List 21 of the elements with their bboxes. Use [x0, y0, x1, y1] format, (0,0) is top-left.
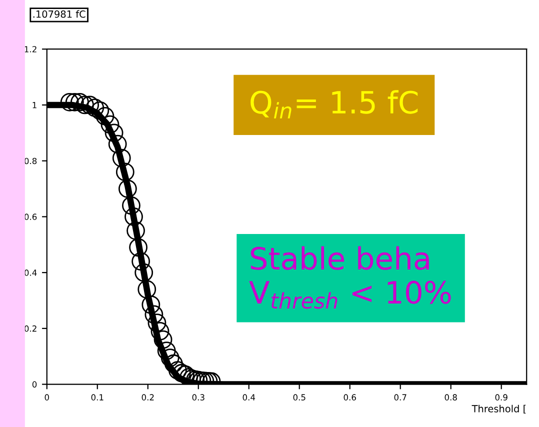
x-tick-label: 0.2 [142, 394, 154, 400]
y-tick-label: 0.4 [24, 270, 37, 276]
x-tick-label: 0.5 [293, 394, 306, 400]
y-tick-label: 1.2 [24, 46, 36, 52]
x-axis-title: Threshold [ [472, 404, 526, 414]
annotation: Stable beha V$_{thresh}$ < 10% [249, 246, 451, 309]
x-tick-label: 0.4 [242, 394, 256, 400]
annotation: Q$_{in}$= 1.5 fC [250, 90, 418, 118]
x-tick-label: 0.9 [495, 394, 508, 400]
y-tick-label: 0.6 [24, 214, 37, 220]
y-tick-label: 0.8 [24, 158, 37, 164]
x-tick-label: 0.3 [192, 394, 204, 400]
text: .107981 fC [33, 10, 86, 18]
x-tick-label: 0.8 [444, 394, 457, 400]
x-tick-label: 0.1 [91, 394, 104, 400]
x-tick-label: 0.6 [344, 394, 356, 400]
y-tick-label: 0 [32, 381, 37, 388]
y-tick-label: 1 [32, 102, 36, 108]
y-tick-label: 0.2 [24, 325, 36, 332]
x-tick-label: 0 [44, 394, 49, 400]
x-tick-label: 0.7 [394, 394, 406, 400]
